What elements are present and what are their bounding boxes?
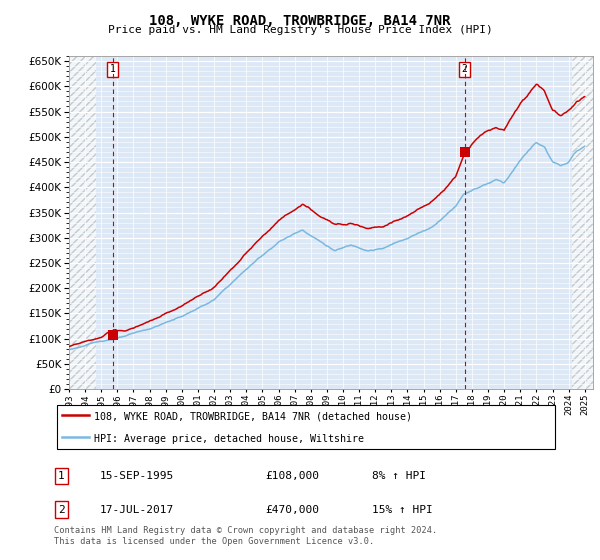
Text: 108, WYKE ROAD, TROWBRIDGE, BA14 7NR (detached house): 108, WYKE ROAD, TROWBRIDGE, BA14 7NR (de… <box>94 412 412 422</box>
Text: 17-JUL-2017: 17-JUL-2017 <box>100 505 173 515</box>
Text: 2: 2 <box>58 505 65 515</box>
Text: 1: 1 <box>110 64 116 74</box>
Text: 15% ↑ HPI: 15% ↑ HPI <box>371 505 432 515</box>
Text: £470,000: £470,000 <box>266 505 320 515</box>
Text: 1: 1 <box>58 471 65 481</box>
Text: Contains HM Land Registry data © Crown copyright and database right 2024.
This d: Contains HM Land Registry data © Crown c… <box>54 526 437 546</box>
Text: 8% ↑ HPI: 8% ↑ HPI <box>371 471 425 481</box>
FancyBboxPatch shape <box>56 405 556 449</box>
Bar <box>572 56 593 389</box>
Text: 15-SEP-1995: 15-SEP-1995 <box>100 471 173 481</box>
Bar <box>69 56 97 389</box>
Text: 2: 2 <box>461 64 467 74</box>
Text: £108,000: £108,000 <box>266 471 320 481</box>
Text: 108, WYKE ROAD, TROWBRIDGE, BA14 7NR: 108, WYKE ROAD, TROWBRIDGE, BA14 7NR <box>149 14 451 28</box>
Text: Price paid vs. HM Land Registry's House Price Index (HPI): Price paid vs. HM Land Registry's House … <box>107 25 493 35</box>
Text: HPI: Average price, detached house, Wiltshire: HPI: Average price, detached house, Wilt… <box>94 434 364 444</box>
